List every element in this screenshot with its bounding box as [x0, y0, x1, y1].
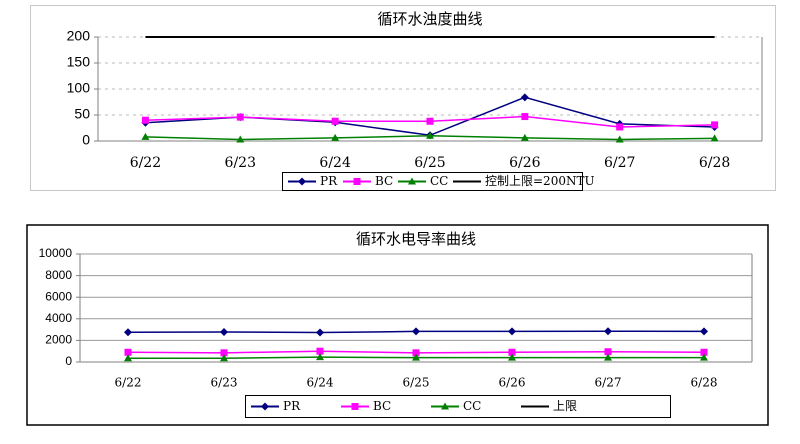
- y-tick-label: 100: [67, 80, 91, 96]
- x-tick-label: 6/23: [225, 155, 256, 171]
- point: [508, 348, 516, 356]
- point: [236, 113, 244, 121]
- legend-label: CC: [430, 174, 448, 188]
- point: [441, 402, 449, 410]
- point: [331, 117, 339, 125]
- x-tick-label: 6/27: [595, 376, 622, 390]
- point: [700, 348, 708, 356]
- point: [316, 353, 324, 361]
- point: [508, 353, 516, 361]
- point: [124, 348, 132, 356]
- legend-label: 控制上限=200NTU: [485, 174, 595, 188]
- point: [508, 327, 516, 336]
- point: [141, 116, 149, 124]
- point: [604, 348, 612, 356]
- x-tick-label: 6/26: [509, 155, 541, 171]
- y-tick-label: 6000: [45, 289, 72, 303]
- x-tick-label: 6/26: [499, 376, 526, 390]
- legend-label: PR: [283, 399, 301, 413]
- point: [236, 135, 245, 143]
- chart-frame: [26, 224, 769, 426]
- point: [412, 353, 420, 361]
- chart-title: 循环水电导率曲线: [356, 230, 476, 248]
- legend-box: [282, 172, 583, 191]
- point: [261, 402, 269, 411]
- legend-label: 上限: [553, 399, 577, 413]
- point: [520, 93, 529, 102]
- point: [298, 177, 306, 186]
- point: [700, 327, 708, 336]
- y-tick-label: 8000: [45, 268, 72, 282]
- point: [408, 177, 416, 185]
- y-tick-label: 10000: [39, 246, 73, 260]
- x-tick-label: 6/25: [403, 376, 430, 390]
- legend-label: BC: [373, 399, 391, 413]
- legend-label: CC: [463, 399, 481, 413]
- point: [316, 347, 324, 355]
- point: [353, 178, 361, 185]
- chart-title: 循环水浊度曲线: [377, 10, 482, 28]
- point: [604, 327, 612, 336]
- point: [710, 134, 719, 142]
- x-tick-label: 6/24: [307, 376, 334, 390]
- point: [520, 133, 529, 141]
- y-tick-label: 0: [65, 354, 72, 368]
- x-tick-label: 6/25: [414, 155, 445, 171]
- y-tick-label: 50: [74, 106, 90, 122]
- y-tick-label: 0: [82, 132, 90, 148]
- y-tick-label: 150: [67, 54, 91, 70]
- point: [220, 327, 228, 336]
- y-tick-label: 2000: [45, 333, 72, 347]
- y-tick-label: 4000: [45, 311, 72, 325]
- x-tick-label: 6/27: [604, 155, 635, 171]
- point: [124, 328, 132, 337]
- point: [616, 123, 624, 131]
- legend-label: PR: [320, 174, 338, 188]
- x-tick-label: 6/28: [699, 155, 730, 171]
- point: [711, 121, 719, 129]
- x-tick-label: 6/24: [319, 155, 351, 171]
- legend-label: BC: [375, 174, 393, 188]
- point: [604, 353, 612, 361]
- x-tick-label: 6/23: [211, 376, 238, 390]
- point: [331, 133, 340, 141]
- x-tick-label: 6/28: [691, 376, 718, 390]
- point: [412, 327, 420, 336]
- point: [351, 403, 359, 410]
- point: [615, 135, 624, 143]
- point: [220, 354, 228, 362]
- point: [412, 349, 420, 357]
- point: [426, 117, 434, 125]
- point: [426, 131, 434, 139]
- x-tick-label: 6/22: [130, 155, 161, 171]
- point: [220, 349, 228, 357]
- point: [124, 354, 132, 362]
- point: [316, 328, 324, 337]
- point: [521, 113, 529, 121]
- y-tick-label: 200: [67, 28, 91, 44]
- x-tick-label: 6/22: [115, 376, 142, 390]
- point: [141, 132, 150, 140]
- point: [700, 353, 708, 361]
